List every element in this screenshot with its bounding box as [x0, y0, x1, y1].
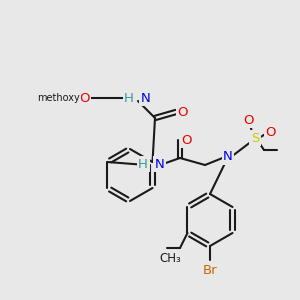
Text: H: H	[124, 92, 134, 104]
Text: Br: Br	[203, 263, 217, 277]
Text: O: O	[182, 134, 192, 146]
Text: O: O	[243, 113, 253, 127]
Text: S: S	[251, 131, 259, 145]
Text: O: O	[266, 127, 276, 140]
Text: H: H	[138, 158, 148, 170]
Text: O: O	[178, 106, 188, 118]
Text: methoxy: methoxy	[37, 93, 80, 103]
Text: O: O	[79, 92, 89, 104]
Text: N: N	[155, 158, 165, 170]
Text: N: N	[223, 151, 233, 164]
Text: N: N	[141, 92, 151, 104]
Text: CH₃: CH₃	[159, 251, 181, 265]
